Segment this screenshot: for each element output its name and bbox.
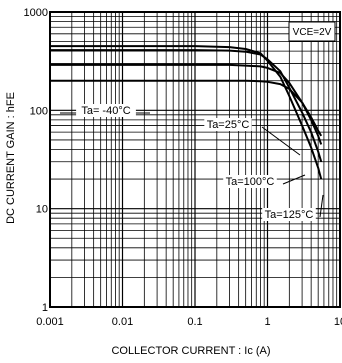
x-tick-label: 10	[334, 316, 342, 328]
series-label-ta-100-c: Ta=100°C	[226, 176, 275, 188]
x-axis-label: COLLECTOR CURRENT : Ic (A)	[111, 345, 270, 357]
series-line-ta-100-c	[50, 49, 323, 162]
x-tick-label: 0.01	[112, 316, 133, 328]
series-label-bg	[223, 175, 277, 188]
series-line-ta-125-c	[50, 45, 323, 180]
y-axis-label: DC CURRENT GAIN : hFE	[5, 92, 17, 224]
condition-box	[288, 21, 336, 42]
y-tick-label: 100	[30, 105, 48, 117]
series-line-ta-40-c	[50, 79, 323, 137]
series-label-bg	[204, 118, 252, 131]
plot-frame	[49, 11, 341, 308]
condition-label: VCE=2V	[293, 27, 332, 38]
series-labels: Ta=125°C Ta=100°C Ta=25°C Ta= -40°C	[60, 104, 324, 221]
x-tick-label: 1	[264, 316, 270, 328]
tick-labels: 0.001 0.01 0.1 1 10 1 10 100 1000	[24, 7, 342, 328]
series-label-ta-40-c: Ta= -40°C	[81, 105, 130, 117]
series-layer	[50, 45, 323, 180]
y-tick-label: 1	[42, 302, 48, 314]
leader-line-ta-125-c	[319, 194, 324, 218]
series-label-ta-125-c: Ta=125°C	[265, 209, 314, 221]
series-line-ta-25-c	[50, 63, 323, 145]
leader-line-ta-25-c	[261, 126, 301, 156]
series-label-bg	[262, 208, 316, 221]
series-label-bg	[76, 104, 136, 117]
x-tick-label: 0.1	[187, 316, 202, 328]
grid	[49, 12, 340, 308]
y-tick-label: 10	[36, 204, 48, 216]
leader-line-ta-100-c	[282, 174, 306, 185]
x-tick-label: 0.001	[36, 316, 64, 328]
y-tick-label: 1000	[24, 7, 48, 19]
series-label-ta-25-c: Ta=25°C	[207, 119, 250, 131]
